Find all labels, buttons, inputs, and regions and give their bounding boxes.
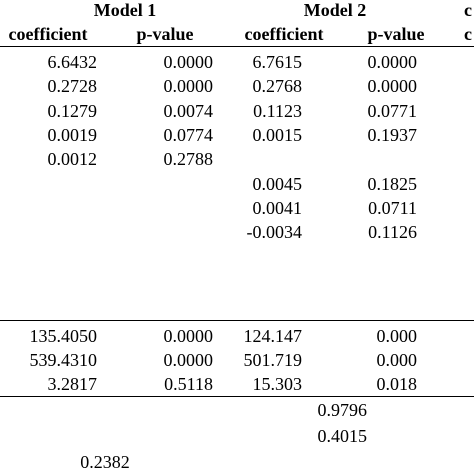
cell: 0.0774 xyxy=(163,124,214,145)
cell: 0.2768 xyxy=(252,76,303,97)
cell: 15.303 xyxy=(252,374,303,394)
cell: 0.0045 xyxy=(252,173,303,194)
cell: 3.2817 xyxy=(47,374,98,394)
cell: 0.0000 xyxy=(163,52,214,72)
cell: 0.1123 xyxy=(253,100,302,121)
model-header: Model 2 xyxy=(303,0,367,20)
model-header: c xyxy=(464,0,472,20)
cell: 0.0000 xyxy=(367,52,418,72)
column-header: p-value xyxy=(136,24,194,44)
cell: 124.147 xyxy=(243,326,303,346)
cell: 501.719 xyxy=(243,350,303,370)
cell: 0.1126 xyxy=(368,222,417,243)
column-header: coefficient xyxy=(244,24,324,44)
cell: 0.2788 xyxy=(163,149,214,170)
model-header: Model 1 xyxy=(93,0,157,20)
cell: 0.0000 xyxy=(163,76,214,97)
column-header: c xyxy=(464,24,472,44)
cell: 0.018 xyxy=(376,374,418,394)
cell: 0.0012 xyxy=(47,149,98,170)
cell: 0.0771 xyxy=(367,100,418,121)
cell: 6.7615 xyxy=(252,52,303,72)
cell: 0.0074 xyxy=(163,100,214,121)
summary-cell: 0.2382 xyxy=(80,452,130,472)
cell: 0.1279 xyxy=(47,100,98,121)
column-header: p-value xyxy=(367,24,425,44)
cell: 0.000 xyxy=(376,326,418,346)
cell: 0.0000 xyxy=(163,350,214,370)
rule xyxy=(0,46,474,47)
cell: 0.0041 xyxy=(252,197,303,218)
cell: 0.1937 xyxy=(367,124,418,145)
cell: 0.0000 xyxy=(163,326,214,346)
column-header: coefficient xyxy=(8,24,88,44)
summary-cell: 0.4015 xyxy=(317,426,368,446)
rule xyxy=(0,320,474,321)
cell: 0.0015 xyxy=(252,124,303,145)
cell: 0.0019 xyxy=(47,124,98,145)
cell: 539.4310 xyxy=(29,350,98,370)
cell: -0.0034 xyxy=(246,222,303,243)
cell: 0.000 xyxy=(376,350,418,370)
summary-cell: 0.9796 xyxy=(317,400,368,420)
cell: 0.0711 xyxy=(368,197,417,218)
cell: 0.1825 xyxy=(367,173,418,194)
cell: 0.5118 xyxy=(164,374,213,394)
cell: 0.0000 xyxy=(367,76,418,97)
cell: 6.6432 xyxy=(47,52,98,72)
cell: 0.2728 xyxy=(47,76,98,97)
rule xyxy=(0,396,474,397)
cell: 135.4050 xyxy=(29,326,98,346)
